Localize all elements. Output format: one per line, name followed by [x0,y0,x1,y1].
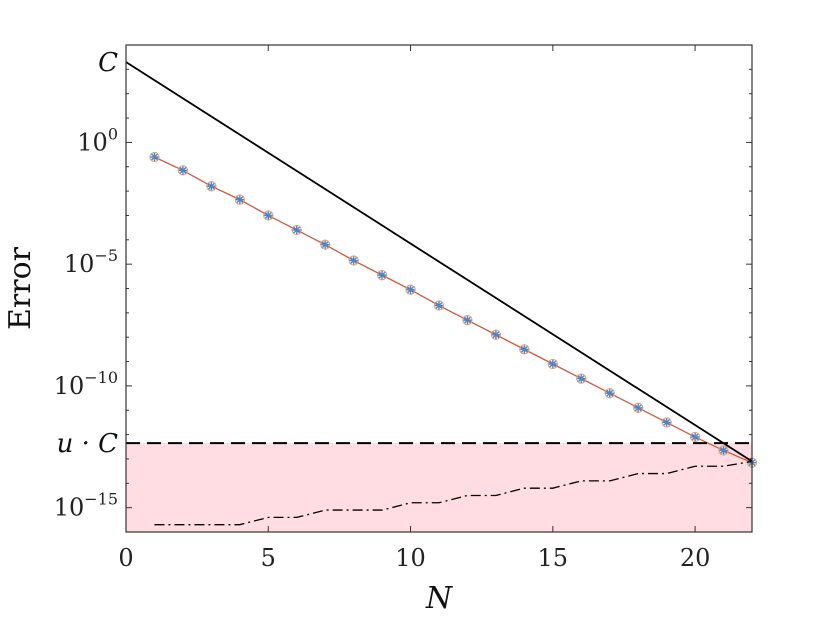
x-tick-label: 0 [118,544,133,572]
series-1-point [519,344,530,355]
series-1-point [291,224,302,236]
y-tick-label: 10−15 [54,490,118,522]
y-axis-title: Error [3,246,38,330]
series-1-point [149,151,160,163]
series-1-point [576,373,587,384]
x-tick-label: 5 [261,544,276,572]
series-1-point [320,239,331,250]
series-1-point [376,270,388,281]
reference-label: u · C [57,429,119,459]
series-1-point [633,402,644,413]
series-1-point [177,165,189,176]
series-3-line [154,460,753,526]
series-1-point [604,388,615,399]
series-1-point [718,445,729,456]
series-1-point [405,284,416,295]
series-1-point [206,181,217,192]
y-tick-label: 100 [77,124,118,156]
series-1-point [462,315,473,326]
series-1-point [689,431,701,443]
reference-label: C [98,48,118,78]
series-1-point [263,210,274,221]
series-2-line [125,61,753,463]
y-tick-label: 10−10 [54,368,118,400]
series-1-point [234,194,245,205]
series-1-point [433,300,445,311]
x-tick-label: 15 [538,544,569,572]
series-layer [125,61,758,526]
x-axis-title: N [425,581,454,616]
y-tick-label: 10−5 [64,246,118,278]
series-1-point [348,255,359,266]
plot-shaded-region [126,443,752,532]
x-tick-label: 20 [680,544,711,572]
x-tick-label: 10 [395,544,426,572]
labels-layer: 0 5 10 15 20 100 10−5 10−10 10−15 Cu · C [54,48,711,572]
series-1-line [154,156,753,464]
series-1-point [547,358,558,370]
series-1-point [490,329,502,340]
ticks-layer [125,44,752,533]
series-1-point [661,417,672,428]
